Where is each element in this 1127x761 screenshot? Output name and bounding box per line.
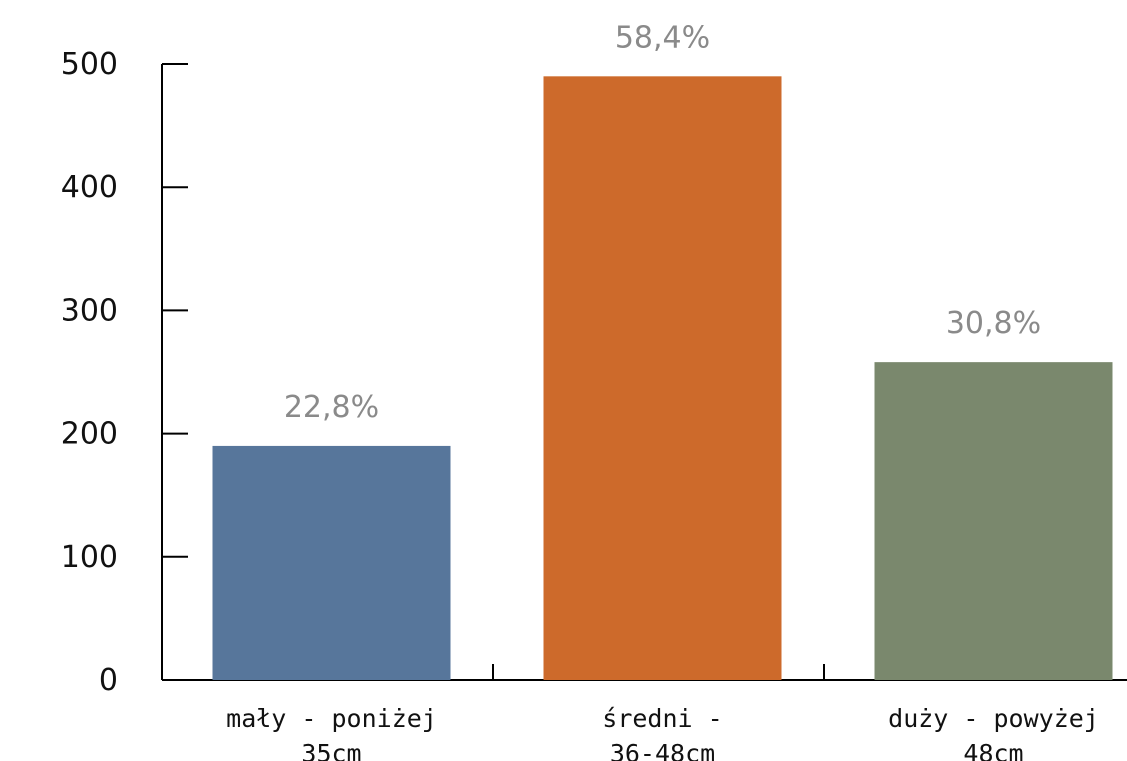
category-label: 48cm bbox=[963, 739, 1023, 761]
data-label: 58,4% bbox=[615, 20, 710, 55]
y-tick-label: 300 bbox=[61, 293, 118, 328]
category-label: średni - bbox=[602, 704, 722, 733]
category-label: 35cm bbox=[301, 739, 361, 761]
category-label: 36-48cm bbox=[610, 739, 715, 761]
data-labels: 22,8% 58,4% 30,8% bbox=[284, 20, 1041, 425]
y-tick-label: 400 bbox=[61, 170, 118, 205]
data-label: 22,8% bbox=[284, 390, 379, 425]
category-labels: mały - poniżej 35cm średni - 36-48cm duży - … bbox=[226, 704, 1099, 761]
y-tick-label: 200 bbox=[61, 417, 118, 452]
bar bbox=[543, 76, 782, 680]
y-axis: 0 100 200 300 400 500 bbox=[61, 47, 188, 698]
bar bbox=[212, 445, 451, 680]
y-tick-label: 500 bbox=[61, 47, 118, 82]
data-label: 30,8% bbox=[946, 306, 1041, 341]
y-tick-label: 0 bbox=[99, 663, 118, 698]
bars bbox=[212, 76, 1113, 680]
bar bbox=[874, 362, 1113, 680]
category-label: duży - powyżej bbox=[888, 704, 1099, 733]
category-label: mały - poniżej bbox=[226, 704, 437, 733]
y-tick-label: 100 bbox=[61, 540, 118, 575]
